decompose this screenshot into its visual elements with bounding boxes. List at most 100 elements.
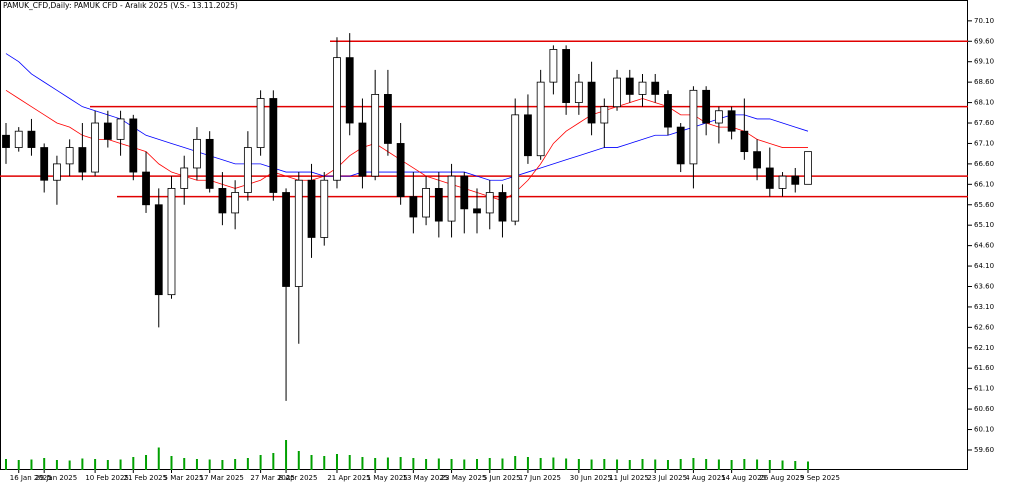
candle-body — [625, 77, 634, 95]
y-tick-label: 69.10 — [974, 58, 994, 66]
volume-bar — [208, 459, 211, 470]
candle-body — [256, 98, 265, 148]
candle-body — [714, 110, 723, 124]
candle-body — [103, 122, 112, 140]
candle-body — [65, 147, 74, 165]
candle-body — [587, 81, 596, 124]
candle-body — [345, 57, 354, 124]
candle-body — [536, 81, 545, 157]
x-tick-label: 17 Mar 2025 — [199, 474, 243, 482]
y-tick-label: 63.60 — [974, 282, 994, 290]
candle-body — [804, 151, 812, 185]
candle-body — [282, 192, 290, 287]
volume-bar — [145, 455, 148, 470]
y-tick-label: 60.10 — [974, 426, 994, 434]
x-tick-label: 4 Aug 2025 — [685, 474, 725, 482]
candle-body — [689, 89, 698, 165]
x-tick-label: 16 Jan 2025 — [10, 474, 52, 482]
x-tick-label: 30 Jun 2025 — [570, 474, 612, 482]
volume-bar — [641, 459, 644, 470]
volume-bar — [17, 460, 20, 470]
candle-body — [40, 147, 49, 181]
candle-body — [167, 188, 176, 296]
candle-body — [333, 57, 341, 181]
y-tick-label: 61.10 — [974, 385, 994, 393]
candle-body — [613, 77, 621, 108]
x-tick-label: 23 Jul 2025 — [647, 474, 687, 482]
candle-body — [294, 179, 303, 287]
x-tick-label: 13 May 2025 — [403, 474, 449, 482]
volume-bar — [501, 458, 504, 470]
x-tick-label: 10 Feb 2025 — [85, 474, 129, 482]
volume-bar — [285, 440, 288, 470]
x-tick-label: 29 Jan 2025 — [35, 474, 77, 482]
volume-bar — [654, 459, 657, 470]
volume-bar — [590, 459, 593, 470]
x-tick-label: 27 Mar 2025 — [250, 474, 294, 482]
volume-bar — [234, 459, 237, 470]
candle-body — [664, 94, 672, 128]
candle-body — [396, 143, 405, 197]
volume-bar — [565, 458, 568, 470]
volume-bar — [183, 458, 186, 470]
y-tick-label: 60.60 — [974, 405, 994, 413]
volume-bar — [30, 459, 33, 470]
volume-bar — [106, 460, 109, 470]
candle-body — [727, 110, 736, 132]
candle-body — [180, 167, 189, 189]
volume-bar — [5, 459, 7, 470]
volume-bar — [806, 461, 809, 470]
volume-bar — [157, 447, 160, 470]
x-tick-label: 11 Jul 2025 — [609, 474, 649, 482]
y-tick-label: 62.10 — [974, 344, 994, 352]
x-tick-label: 21 Apr 2025 — [327, 474, 370, 482]
volume-bar — [488, 458, 491, 470]
y-tick-label: 65.10 — [974, 221, 994, 229]
candle-body — [524, 114, 532, 157]
candle-body — [638, 81, 647, 95]
candle-body — [383, 94, 392, 144]
volume-bar — [43, 458, 46, 470]
candle-body — [307, 179, 316, 238]
volume-bar — [412, 458, 415, 470]
volume-bar — [768, 460, 771, 470]
y-tick-label: 66.60 — [974, 160, 994, 168]
candle-body — [371, 94, 380, 177]
volume-bar — [577, 459, 580, 470]
x-tick-label: 9 Sep 2025 — [800, 474, 840, 482]
volume-bar — [361, 457, 364, 470]
candle-body — [753, 151, 761, 169]
y-tick-label: 65.60 — [974, 201, 994, 209]
x-tick-label: 26 Aug 2025 — [759, 474, 804, 482]
candle-body — [142, 171, 150, 206]
volume-bar — [437, 458, 440, 470]
x-tick-label: 5 Mar 2025 — [164, 474, 204, 482]
x-tick-label: 23 May 2025 — [441, 474, 487, 482]
candle-body — [91, 122, 100, 173]
y-tick-label: 64.60 — [974, 242, 994, 250]
volume-bar — [463, 459, 466, 470]
x-tick-label: 14 Aug 2025 — [721, 474, 766, 482]
volume-bar — [55, 460, 58, 470]
candle-body — [358, 122, 367, 177]
y-tick-label: 63.10 — [974, 303, 994, 311]
candle-body — [269, 98, 278, 193]
volume-bar — [132, 457, 135, 470]
volume-bar — [603, 459, 606, 470]
y-tick-label: 67.10 — [974, 139, 994, 147]
candle-body — [218, 188, 227, 214]
volume-bar — [195, 459, 198, 470]
candle-body — [702, 89, 711, 124]
y-tick-label: 66.10 — [974, 180, 994, 188]
y-tick-label: 64.10 — [974, 262, 994, 270]
volume-bar — [323, 456, 326, 470]
plot-frame — [0, 0, 968, 470]
volume-bar — [730, 460, 733, 470]
volume-bar — [781, 460, 784, 470]
x-tick-label: 8 Apr 2025 — [279, 474, 318, 482]
candle-body — [511, 114, 520, 222]
y-tick-label: 68.10 — [974, 99, 994, 107]
candle-body — [116, 118, 125, 140]
volume-bar — [374, 458, 377, 470]
